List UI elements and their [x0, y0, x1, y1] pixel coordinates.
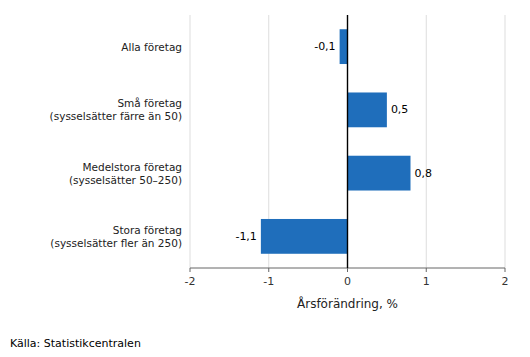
x-tick-label: -1 [263, 275, 274, 288]
bar [261, 219, 348, 254]
category-label-line: Små företag [117, 97, 182, 109]
category-label: Medelstora företag(sysselsätter 50–250) [69, 161, 182, 186]
grid-line [426, 15, 427, 268]
category-label-line: Stora företag [113, 224, 182, 236]
grid-line [505, 15, 506, 268]
grid-line [190, 15, 191, 268]
data-label: -0,1 [314, 40, 335, 53]
background [0, 0, 530, 357]
x-tick [268, 268, 269, 272]
category-label: Stora företag(sysselsätter fler än 250) [50, 224, 182, 249]
x-tick [347, 268, 348, 272]
x-tick [190, 268, 191, 272]
chart: -2-1012-1,10,80,5-0,1Stora företag(sysse… [0, 0, 530, 357]
category-label-line: (sysselsätter 50–250) [69, 174, 182, 186]
category-label-line: (sysselsätter färre än 50) [50, 110, 182, 122]
x-tick [426, 268, 427, 272]
category-label-line: Alla företag [121, 41, 182, 53]
data-label: -1,1 [235, 230, 256, 243]
x-tick-label: 1 [423, 275, 430, 288]
x-axis-label: Årsförändring, % [297, 296, 398, 311]
bar [348, 156, 411, 191]
x-tick [505, 268, 506, 272]
data-label: 0,5 [391, 103, 409, 116]
category-label-line: Medelstora företag [82, 161, 182, 173]
grid-line [347, 15, 348, 268]
x-tick-label: -2 [185, 275, 196, 288]
x-tick-label: 2 [502, 275, 509, 288]
bars [261, 29, 411, 254]
x-tick-label: 0 [344, 275, 351, 288]
category-label-line: (sysselsätter fler än 250) [50, 237, 182, 249]
bar [348, 92, 387, 127]
bar [340, 29, 348, 64]
category-label: Alla företag [121, 41, 182, 53]
category-label: Små företag(sysselsätter färre än 50) [50, 97, 182, 122]
zero-line [347, 15, 348, 268]
data-label: 0,8 [415, 167, 433, 180]
source: Källa: Statistikcentralen [10, 337, 141, 350]
